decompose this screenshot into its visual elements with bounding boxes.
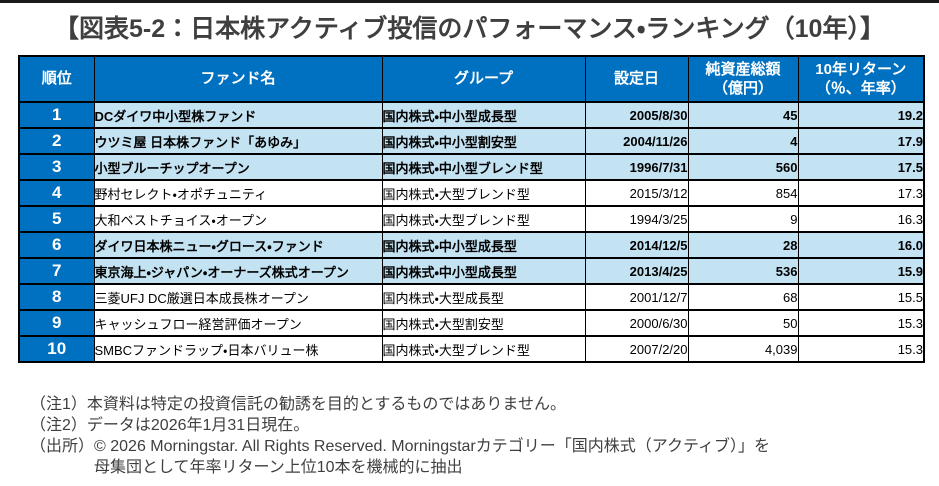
table-row: 5 大和ベストチョイス・オープン 国内株式・大型ブレンド型 1994/3/25 … bbox=[18, 205, 925, 233]
net-assets-cell: 560 bbox=[687, 153, 799, 181]
column-header-fund: ファンド名 bbox=[93, 55, 383, 103]
inception-date-cell: 2005/8/30 bbox=[584, 101, 689, 129]
inception-date-cell: 1994/3/25 bbox=[584, 205, 689, 233]
inception-date-cell: 2014/12/5 bbox=[584, 231, 689, 259]
column-header-rank: 順位 bbox=[18, 55, 95, 103]
group-cell: 国内株式・中小型割安型 bbox=[381, 127, 586, 155]
group-cell: 国内株式・中小型成長型 bbox=[381, 101, 586, 129]
net-assets-cell: 45 bbox=[687, 101, 799, 129]
note-label: （注1） bbox=[30, 396, 87, 413]
group-cell: 国内株式・大型成長型 bbox=[381, 283, 586, 311]
top-border-line bbox=[0, 0, 939, 3]
fund-name-cell: ウツミ屋 日本株ファンド「あゆみ」 bbox=[93, 127, 383, 155]
return-cell: 17.3 bbox=[797, 179, 925, 207]
table-row: 9 キャッシュフロー経営評価オープン 国内株式・大型割安型 2000/6/30 … bbox=[18, 309, 925, 337]
rank-cell: 8 bbox=[18, 283, 95, 311]
fund-name-cell: 小型ブルーチップオープン bbox=[93, 153, 383, 181]
rank-cell: 1 bbox=[18, 101, 95, 129]
note-2: （注2） データは2026年1月31日現在。 bbox=[30, 415, 770, 436]
inception-date-cell: 2007/2/20 bbox=[584, 335, 689, 363]
net-assets-cell: 854 bbox=[687, 179, 799, 207]
column-header-group: グループ bbox=[381, 55, 586, 103]
note-text: データは2026年1月31日現在。 bbox=[86, 417, 310, 434]
group-cell: 国内株式・大型割安型 bbox=[381, 309, 586, 337]
net-assets-cell: 68 bbox=[687, 283, 799, 311]
return-cell: 16.0 bbox=[797, 231, 925, 259]
column-header-assets: 純資産総額 （億円） bbox=[687, 55, 799, 103]
fund-name-cell: 大和ベストチョイス・オープン bbox=[93, 205, 383, 233]
fund-name-cell: キャッシュフロー経営評価オープン bbox=[93, 309, 383, 337]
ranking-table: 順位 ファンド名 グループ 設定日 純資産総額 （億円） 10年リターン （％、… bbox=[18, 55, 925, 363]
rank-cell: 9 bbox=[18, 309, 95, 337]
note-source: （出所） © 2026 Morningstar. All Rights Rese… bbox=[30, 436, 770, 478]
net-assets-cell: 4,039 bbox=[687, 335, 799, 363]
rank-cell: 4 bbox=[18, 179, 95, 207]
net-assets-cell: 4 bbox=[687, 127, 799, 155]
net-assets-cell: 50 bbox=[687, 309, 799, 337]
fund-name-cell: 野村セレクト・オポチュニティ bbox=[93, 179, 383, 207]
inception-date-cell: 2001/12/7 bbox=[584, 283, 689, 311]
return-cell: 19.2 bbox=[797, 101, 925, 129]
return-cell: 15.9 bbox=[797, 257, 925, 285]
return-cell: 15.3 bbox=[797, 309, 925, 337]
column-header-date: 設定日 bbox=[584, 55, 689, 103]
net-assets-cell: 9 bbox=[687, 205, 799, 233]
rank-cell: 5 bbox=[18, 205, 95, 233]
inception-date-cell: 1996/7/31 bbox=[584, 153, 689, 181]
inception-date-cell: 2013/4/25 bbox=[584, 257, 689, 285]
rank-cell: 6 bbox=[18, 231, 95, 259]
group-cell: 国内株式・中小型ブレンド型 bbox=[381, 153, 586, 181]
table-row: 2 ウツミ屋 日本株ファンド「あゆみ」 国内株式・中小型割安型 2004/11/… bbox=[18, 127, 925, 155]
note-label: （出所） bbox=[30, 438, 95, 455]
rank-cell: 2 bbox=[18, 127, 95, 155]
return-cell: 15.3 bbox=[797, 335, 925, 363]
rank-cell: 3 bbox=[18, 153, 95, 181]
page-title: 【図表5-2：日本株アクティブ投信のパフォーマンス・ランキング（10年）】 bbox=[54, 15, 885, 43]
note-text: 本資料は特定の投資信託の勧誘を目的とするものではありません。 bbox=[86, 396, 566, 413]
group-cell: 国内株式・大型ブレンド型 bbox=[381, 335, 586, 363]
table-row: 8 三菱UFJ DC厳選日本成長株オープン 国内株式・大型成長型 2001/12… bbox=[18, 283, 925, 311]
footnotes: （注1） 本資料は特定の投資信託の勧誘を目的とするものではありません。 （注2）… bbox=[30, 394, 770, 478]
inception-date-cell: 2015/3/12 bbox=[584, 179, 689, 207]
note-1: （注1） 本資料は特定の投資信託の勧誘を目的とするものではありません。 bbox=[30, 394, 770, 415]
return-cell: 17.9 bbox=[797, 127, 925, 155]
column-header-return: 10年リターン （％、年率） bbox=[797, 55, 925, 103]
group-cell: 国内株式・中小型成長型 bbox=[381, 257, 586, 285]
source-text: © 2026 Morningstar. All Rights Reserved.… bbox=[94, 436, 770, 478]
fund-name-cell: ダイワ日本株ニュー・グロース・ファンド bbox=[93, 231, 383, 259]
fund-name-cell: 三菱UFJ DC厳選日本成長株オープン bbox=[93, 283, 383, 311]
return-cell: 17.5 bbox=[797, 153, 925, 181]
table-row: 3 小型ブルーチップオープン 国内株式・中小型ブレンド型 1996/7/31 5… bbox=[18, 153, 925, 181]
net-assets-cell: 28 bbox=[687, 231, 799, 259]
table-row: 7 東京海上・ジャパン・オーナーズ株式オープン 国内株式・中小型成長型 2013… bbox=[18, 257, 925, 285]
inception-date-cell: 2004/11/26 bbox=[584, 127, 689, 155]
fund-name-cell: SMBCファンドラップ・日本バリュー株 bbox=[93, 335, 383, 363]
rank-cell: 10 bbox=[18, 335, 95, 363]
return-cell: 15.5 bbox=[797, 283, 925, 311]
header-row: 順位 ファンド名 グループ 設定日 純資産総額 （億円） 10年リターン （％、… bbox=[18, 55, 925, 103]
return-cell: 16.3 bbox=[797, 205, 925, 233]
group-cell: 国内株式・大型ブレンド型 bbox=[381, 179, 586, 207]
table-row: 10 SMBCファンドラップ・日本バリュー株 国内株式・大型ブレンド型 2007… bbox=[18, 335, 925, 363]
rank-cell: 7 bbox=[18, 257, 95, 285]
group-cell: 国内株式・大型ブレンド型 bbox=[381, 205, 586, 233]
fund-name-cell: 東京海上・ジャパン・オーナーズ株式オープン bbox=[93, 257, 383, 285]
table-row: 1 DCダイワ中小型株ファンド 国内株式・中小型成長型 2005/8/30 45… bbox=[18, 101, 925, 129]
source-line-2: 母集団として年率リターン上位10本を機械的に抽出 bbox=[94, 459, 463, 476]
fund-name-cell: DCダイワ中小型株ファンド bbox=[93, 101, 383, 129]
inception-date-cell: 2000/6/30 bbox=[584, 309, 689, 337]
source-line-1: © 2026 Morningstar. All Rights Reserved.… bbox=[94, 438, 770, 455]
net-assets-cell: 536 bbox=[687, 257, 799, 285]
note-label: （注2） bbox=[30, 417, 87, 434]
table-row: 6 ダイワ日本株ニュー・グロース・ファンド 国内株式・中小型成長型 2014/1… bbox=[18, 231, 925, 259]
group-cell: 国内株式・中小型成長型 bbox=[381, 231, 586, 259]
table-row: 4 野村セレクト・オポチュニティ 国内株式・大型ブレンド型 2015/3/12 … bbox=[18, 179, 925, 207]
